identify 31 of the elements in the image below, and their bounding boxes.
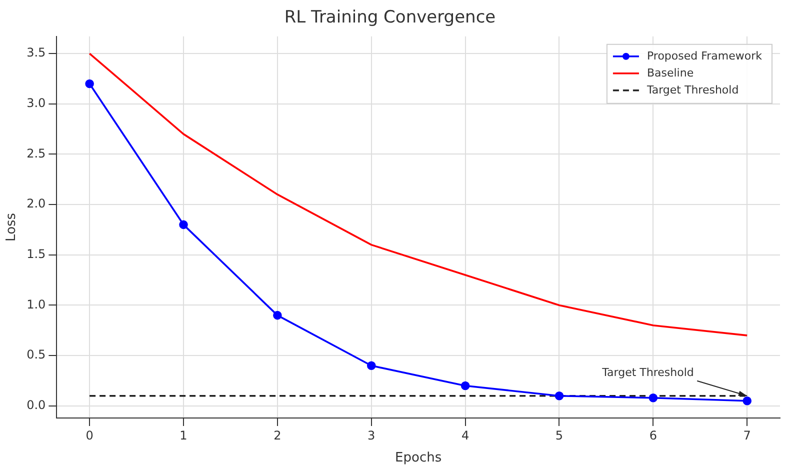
- point: [179, 220, 188, 230]
- legend-label: Target Threshold: [646, 83, 739, 96]
- x-tick-label: 3: [368, 428, 376, 442]
- x-tick-label: 4: [461, 428, 470, 442]
- chart-title: RL Training Convergence: [284, 8, 496, 28]
- y-tick-label: 0.0: [26, 398, 46, 412]
- point: [366, 361, 376, 370]
- point: [85, 79, 94, 88]
- x-tick-label: 7: [743, 428, 751, 442]
- annotation: Target Threshold: [601, 366, 694, 379]
- x-tick-label: 1: [180, 428, 188, 442]
- legend-label: Proposed Framework: [646, 49, 763, 62]
- point: [273, 310, 282, 320]
- x-tick-label: 0: [86, 428, 94, 442]
- point: [648, 393, 658, 402]
- y-tick-label: 0.5: [26, 348, 46, 362]
- legend-label: Baseline: [646, 66, 694, 80]
- x-tick-label: 5: [555, 428, 564, 442]
- point: [742, 396, 752, 406]
- x-axis-title: Epochs: [395, 450, 442, 466]
- y-tick-label: 2.0: [26, 196, 46, 211]
- y-tick-label: 3.5: [26, 46, 46, 60]
- y-tick-label: 3.0: [26, 96, 46, 110]
- y-tick-label: 2.5: [26, 146, 46, 160]
- x-tick-label: 2: [274, 428, 282, 442]
- point: [554, 391, 564, 400]
- y-tick-label: 1.5: [26, 247, 46, 262]
- y-axis-title: Loss: [4, 212, 20, 242]
- point: [460, 381, 470, 390]
- x-tick-label: 6: [649, 428, 658, 442]
- y-tick-label: 1.0: [26, 297, 46, 312]
